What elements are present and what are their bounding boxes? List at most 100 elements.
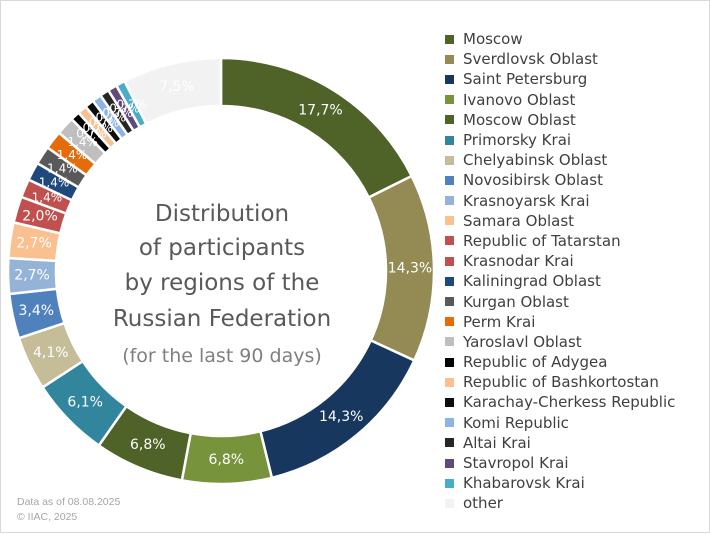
legend-label: Saint Petersburg bbox=[463, 70, 588, 89]
legend-item-stavropol-krai: Stavropol Krai bbox=[445, 453, 675, 473]
legend-item-republic-of-tatarstan: Republic of Tatarstan bbox=[445, 231, 675, 251]
legend-item-novosibirsk-oblast: Novosibirsk Oblast bbox=[445, 170, 675, 190]
legend-swatch bbox=[445, 155, 454, 165]
data-label-novosibirsk-oblast: 3,4% bbox=[19, 303, 55, 319]
legend-item-kurgan-oblast: Kurgan Oblast bbox=[445, 291, 675, 311]
data-label-republic-of-adygea: 0,7% bbox=[76, 126, 107, 140]
data-label-khabarovsk-krai: 0,7% bbox=[117, 97, 148, 111]
legend-label: Karachay-Cherkess Republic bbox=[463, 393, 676, 412]
data-label-krasnoyarsk-krai: 2,7% bbox=[14, 267, 50, 283]
data-label-kaliningrad-oblast: 1,4% bbox=[39, 176, 70, 190]
chart-title-line-3: by regions of the bbox=[124, 270, 320, 296]
legend-label: Samara Oblast bbox=[463, 211, 575, 230]
legend-swatch bbox=[445, 74, 454, 84]
data-label-chelyabinsk-oblast: 4,1% bbox=[33, 345, 69, 361]
legend-label: Krasnodar Krai bbox=[463, 252, 574, 271]
legend-swatch bbox=[445, 54, 454, 64]
data-label-other: 7,5% bbox=[159, 79, 195, 95]
legend-swatch bbox=[445, 236, 454, 246]
legend-swatch bbox=[445, 276, 454, 286]
data-label-krasnodar-krai: 1,4% bbox=[32, 191, 63, 205]
legend-item-kaliningrad-oblast: Kaliningrad Oblast bbox=[445, 271, 675, 291]
legend-label: Republic of Tatarstan bbox=[463, 231, 621, 250]
legend-item-samara-oblast: Samara Oblast bbox=[445, 211, 675, 231]
data-label-stavropol-krai: 0,7% bbox=[109, 102, 140, 116]
data-label-saint-petersburg: 14,3% bbox=[319, 409, 363, 425]
data-label-samara-oblast: 2,7% bbox=[16, 236, 52, 252]
legend-swatch bbox=[445, 135, 454, 145]
legend-label: Novosibirsk Oblast bbox=[463, 171, 603, 190]
legend-label: Altai Krai bbox=[463, 433, 531, 452]
legend-label: Republic of Bashkortostan bbox=[463, 373, 659, 392]
legend-swatch bbox=[445, 438, 454, 448]
legend-item-komi-republic: Komi Republic bbox=[445, 413, 675, 433]
legend-swatch bbox=[445, 175, 454, 185]
legend-swatch bbox=[445, 418, 454, 428]
legend-swatch bbox=[445, 458, 454, 468]
legend-swatch bbox=[445, 95, 454, 105]
legend-item-khabarovsk-krai: Khabarovsk Krai bbox=[445, 473, 675, 493]
legend-label: Yaroslavl Oblast bbox=[463, 332, 582, 351]
legend-label: Republic of Adygea bbox=[463, 353, 608, 372]
data-date-note: Data as of 08.08.2025 bbox=[17, 496, 121, 508]
legend-item-moscow: Moscow bbox=[445, 29, 675, 49]
legend-item-altai-krai: Altai Krai bbox=[445, 433, 675, 453]
legend-item-republic-of-bashkortostan: Republic of Bashkortostan bbox=[445, 372, 675, 392]
legend-item-sverdlovsk-oblast: Sverdlovsk Oblast bbox=[445, 49, 675, 69]
legend-label: Moscow Oblast bbox=[463, 110, 576, 129]
legend-swatch bbox=[445, 317, 454, 327]
data-label-republic-of-tatarstan: 2,0% bbox=[22, 208, 58, 224]
legend-item-krasnodar-krai: Krasnodar Krai bbox=[445, 251, 675, 271]
legend-swatch bbox=[445, 337, 454, 347]
legend-label: Ivanovo Oblast bbox=[463, 90, 576, 109]
copyright-note: © IIAC, 2025 bbox=[17, 511, 78, 523]
donut-chart: 17,7% 14,3% 14,3% 6,8% 6,8% 6,1% 4,1% 3,4% 2,7% 2… bbox=[6, 56, 436, 486]
legend-swatch bbox=[445, 377, 454, 387]
legend-item-chelyabinsk-oblast: Chelyabinsk Oblast bbox=[445, 150, 675, 170]
legend-item-perm-krai: Perm Krai bbox=[445, 312, 675, 332]
data-label-komi-republic: 0,7% bbox=[95, 111, 126, 125]
data-label-primorsky-krai: 6,1% bbox=[67, 394, 103, 410]
legend-label: Kaliningrad Oblast bbox=[463, 272, 601, 291]
legend-swatch bbox=[445, 115, 454, 125]
legend-swatch bbox=[445, 34, 454, 44]
legend-swatch bbox=[445, 196, 454, 206]
chart-title-line-1: Distribution bbox=[154, 201, 290, 227]
legend-item-karachay-cherkess-republic: Karachay-Cherkess Republic bbox=[445, 392, 675, 412]
chart-title-line-2: of participants bbox=[138, 235, 306, 261]
legend-label: Krasnoyarsk Krai bbox=[463, 191, 590, 210]
slice-other bbox=[122, 56, 223, 126]
legend-label: Sverdlovsk Oblast bbox=[463, 50, 598, 69]
legend-swatch bbox=[445, 256, 454, 266]
legend-swatch bbox=[445, 397, 454, 407]
legend-label: Primorsky Krai bbox=[463, 131, 572, 150]
chart-legend: Moscow Sverdlovsk Oblast Saint Petersburg I… bbox=[445, 29, 675, 514]
legend-label: Stavropol Krai bbox=[463, 454, 569, 473]
legend-label: Perm Krai bbox=[463, 312, 536, 331]
slice-moscow bbox=[219, 56, 414, 200]
data-label-republic-of-bashkortostan: 0,7% bbox=[82, 121, 113, 135]
legend-item-primorsky-krai: Primorsky Krai bbox=[445, 130, 675, 150]
legend-swatch bbox=[445, 216, 454, 226]
footnote: Data as of 08.08.2025 © IIAC, 2025 bbox=[17, 495, 120, 525]
legend-item-yaroslavl-oblast: Yaroslavl Oblast bbox=[445, 332, 675, 352]
legend-swatch bbox=[445, 357, 454, 367]
legend-item-saint-petersburg: Saint Petersburg bbox=[445, 69, 675, 89]
legend-item-krasnoyarsk-krai: Krasnoyarsk Krai bbox=[445, 191, 675, 211]
legend-swatch bbox=[445, 498, 454, 508]
legend-item-ivanovo-oblast: Ivanovo Oblast bbox=[445, 90, 675, 110]
data-label-sverdlovsk-oblast: 14,3% bbox=[388, 260, 432, 276]
legend-item-moscow-oblast: Moscow Oblast bbox=[445, 110, 675, 130]
data-label-moscow: 17,7% bbox=[298, 102, 342, 118]
legend-label: Moscow bbox=[463, 30, 523, 49]
data-label-ivanovo-oblast: 6,8% bbox=[209, 452, 245, 468]
data-label-perm-krai: 1,4% bbox=[57, 148, 88, 162]
data-label-yaroslavl-oblast: 1,4% bbox=[67, 135, 98, 149]
chart-subtitle: (for the last 90 days) bbox=[122, 345, 322, 367]
legend-swatch bbox=[445, 478, 454, 488]
legend-label: Kurgan Oblast bbox=[463, 292, 569, 311]
legend-label: Khabarovsk Krai bbox=[463, 474, 585, 493]
legend-item-other: other bbox=[445, 493, 675, 513]
data-label-altai-krai: 0,7% bbox=[102, 106, 133, 120]
